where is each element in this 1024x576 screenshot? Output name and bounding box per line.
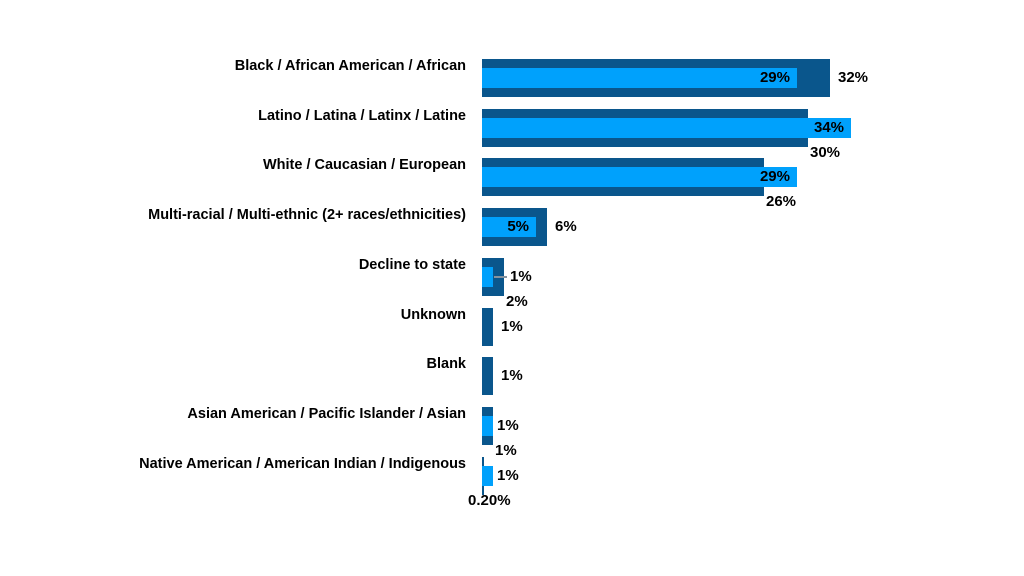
data-label-light: 1% xyxy=(497,417,519,434)
category-label: Unknown xyxy=(400,307,466,323)
bar-dark xyxy=(482,308,493,346)
bar-light xyxy=(482,68,797,88)
bar-light xyxy=(482,267,493,287)
category-label: Blank xyxy=(426,356,467,372)
bar-light xyxy=(482,416,493,436)
category-label: Latino / Latina / Latinx / Latine xyxy=(258,108,466,124)
data-label-light: 1% xyxy=(510,268,532,285)
data-label-light: 5% xyxy=(507,218,529,235)
category-label: Native American / American Indian / Indi… xyxy=(139,456,466,472)
bar-light xyxy=(482,118,851,138)
data-label-light: 34% xyxy=(813,119,844,136)
data-label-light: 29% xyxy=(759,168,790,185)
data-label-dark: 0.20% xyxy=(468,492,511,509)
bar-light xyxy=(482,167,797,187)
bar-light xyxy=(482,217,536,237)
data-label-dark: 30% xyxy=(810,144,841,161)
leader-line xyxy=(494,276,507,278)
data-label-light: 1% xyxy=(497,467,519,484)
category-label: Decline to state xyxy=(358,257,466,273)
data-label-dark: 1% xyxy=(495,442,517,459)
category-label: Black / African American / African xyxy=(234,58,466,74)
data-label-dark: 1% xyxy=(501,367,523,384)
data-label-dark: 26% xyxy=(766,193,797,210)
category-label: Multi-racial / Multi-ethnic (2+ races/et… xyxy=(148,207,466,223)
bar-dark xyxy=(482,357,493,395)
bar-light xyxy=(482,466,493,486)
data-label-dark: 6% xyxy=(555,218,577,235)
data-label-dark: 32% xyxy=(838,69,869,86)
category-label: White / Caucasian / European xyxy=(262,157,466,173)
category-label: Asian American / Pacific Islander / Asia… xyxy=(187,406,466,422)
data-label-dark: 1% xyxy=(501,318,523,335)
data-label-dark: 2% xyxy=(506,293,528,310)
data-label-light: 29% xyxy=(759,69,790,86)
